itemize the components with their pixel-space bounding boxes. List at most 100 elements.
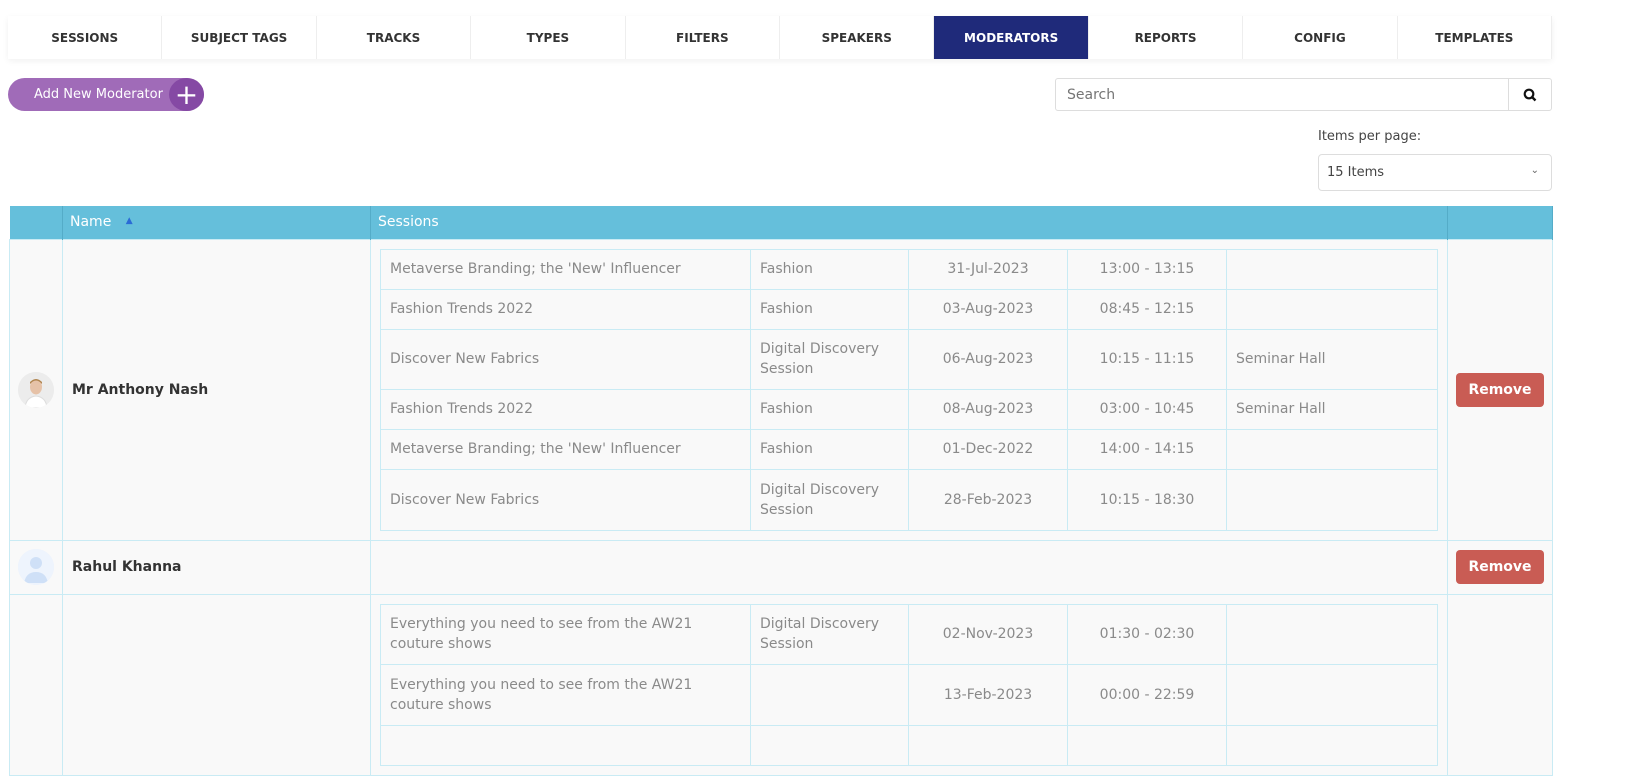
actions-header — [1447, 206, 1553, 239]
tab-templates[interactable]: TEMPLATES — [1397, 16, 1553, 59]
sort-ascending-icon: ▲ — [125, 216, 133, 227]
actions-cell — [1447, 593, 1553, 776]
session-location — [1226, 468, 1438, 531]
session-date: 02-Nov-2023 — [908, 603, 1068, 665]
tab-config[interactable]: CONFIG — [1243, 16, 1398, 59]
table-row: Everything you need to see from the AW21… — [9, 593, 1553, 776]
add-button-label: Add New Moderator — [34, 87, 163, 102]
sessions-table: Everything you need to see from the AW21… — [380, 603, 1438, 766]
table-row: Rahul Khanna Remove — [9, 539, 1553, 595]
avatar-header — [9, 206, 63, 239]
session-location — [1226, 603, 1438, 665]
add-new-moderator-button[interactable]: Add New Moderator + — [8, 78, 204, 111]
sessions-cell — [370, 539, 1448, 595]
actions-cell: Remove — [1447, 238, 1553, 541]
tab-bar: SESSIONS SUBJECT TAGS TRACKS TYPES FILTERS SP… — [8, 16, 1553, 59]
session-time: 03:00 - 10:45 — [1067, 388, 1227, 430]
session-title: Fashion Trends 2022 — [380, 288, 751, 330]
name-header-label: Name — [70, 214, 112, 231]
session-date: 13-Feb-2023 — [908, 663, 1068, 726]
tab-speakers[interactable]: SPEAKERS — [780, 16, 935, 59]
session-date: 08-Aug-2023 — [908, 388, 1068, 430]
search-box — [1055, 78, 1552, 111]
sessions-cell: Everything you need to see from the AW21… — [370, 593, 1448, 776]
moderator-name — [63, 677, 72, 693]
tab-subject-tags[interactable]: SUBJECT TAGS — [162, 16, 317, 59]
session-title: Metaverse Branding; the 'New' Influencer — [380, 428, 751, 470]
session-date: 03-Aug-2023 — [908, 288, 1068, 330]
session-date: 31-Jul-2023 — [908, 248, 1068, 290]
tab-sessions[interactable]: SESSIONS — [8, 16, 163, 59]
moderator-name: Mr Anthony Nash — [72, 381, 209, 398]
session-title: Discover New Fabrics — [380, 328, 751, 390]
session-row: Discover New Fabrics Digital Discovery Se… — [380, 468, 1438, 531]
session-title: Everything you need to see from the AW21… — [380, 663, 751, 726]
name-cell — [62, 593, 371, 776]
chevron-down-icon: ⌄ — [1530, 165, 1539, 176]
session-title: Discover New Fabrics — [380, 468, 751, 531]
session-row: Metaverse Branding; the 'New' Influencer… — [380, 248, 1438, 290]
session-track: Digital Discovery Session — [750, 603, 909, 665]
name-cell: Mr Anthony Nash — [62, 238, 371, 541]
tab-moderators[interactable]: MODERATORS — [934, 16, 1089, 59]
search-button[interactable] — [1508, 79, 1551, 110]
remove-button[interactable]: Remove — [1456, 372, 1544, 407]
session-location: Seminar Hall — [1226, 388, 1438, 430]
items-per-page-select[interactable]: 15 Items ⌄ — [1318, 154, 1552, 191]
session-track: Digital Discovery Session — [750, 328, 909, 390]
session-location: Seminar Hall — [1226, 328, 1438, 390]
session-track: Fashion — [750, 248, 909, 290]
sessions-header: Sessions — [370, 206, 1448, 239]
name-header[interactable]: Name ▲ — [62, 206, 371, 239]
tab-tracks[interactable]: TRACKS — [316, 16, 472, 59]
session-track: Fashion — [750, 288, 909, 330]
session-row: Fashion Trends 2022 Fashion 03-Aug-2023 08:… — [380, 288, 1438, 330]
search-icon — [1523, 88, 1537, 101]
session-track: Digital Discovery Session — [750, 468, 909, 531]
session-track: Fashion — [750, 388, 909, 430]
items-per-page-value: 15 Items — [1327, 165, 1385, 180]
search-input[interactable] — [1056, 79, 1508, 110]
session-location — [1226, 428, 1438, 470]
session-time: 10:15 - 18:30 — [1067, 468, 1227, 531]
moderator-name: Rahul Khanna — [72, 559, 182, 575]
session-location — [1226, 288, 1438, 330]
session-row: Everything you need to see from the AW21… — [380, 603, 1438, 665]
session-row: Metaverse Branding; the 'New' Influencer… — [380, 428, 1438, 470]
session-time: 08:45 - 12:15 — [1067, 288, 1227, 330]
session-time: 14:00 - 14:15 — [1067, 428, 1227, 470]
session-row: Fashion Trends 2022 Fashion 08-Aug-2023 03:… — [380, 388, 1438, 430]
tab-filters[interactable]: FILTERS — [625, 16, 781, 59]
sessions-cell: Metaverse Branding; the 'New' Influencer… — [370, 238, 1448, 541]
tab-types[interactable]: TYPES — [471, 16, 626, 59]
session-title: Everything you need to see from the AW21… — [380, 603, 751, 665]
plus-icon: + — [169, 78, 204, 111]
session-row: Discover New Fabrics Digital Discovery Se… — [380, 328, 1438, 390]
actions-cell: Remove — [1447, 539, 1553, 595]
items-per-page-label: Items per page: — [1318, 129, 1422, 144]
session-row — [380, 724, 1438, 766]
remove-button[interactable]: Remove — [1456, 550, 1544, 584]
session-title: Metaverse Branding; the 'New' Influencer — [380, 248, 751, 290]
session-time: 00:00 - 22:59 — [1067, 663, 1227, 726]
session-date — [908, 724, 1068, 766]
session-date: 01-Dec-2022 — [908, 428, 1068, 470]
avatar — [18, 371, 54, 408]
avatar-cell — [9, 539, 63, 595]
session-title: Fashion Trends 2022 — [380, 388, 751, 430]
session-track — [750, 663, 909, 726]
session-location — [1226, 248, 1438, 290]
name-cell: Rahul Khanna — [62, 539, 371, 595]
session-time: 10:15 - 11:15 — [1067, 328, 1227, 390]
session-date: 06-Aug-2023 — [908, 328, 1068, 390]
session-row: Everything you need to see from the AW21… — [380, 663, 1438, 726]
session-title — [380, 724, 751, 766]
moderators-table: Name ▲ Sessions Mr Anthony Nash Metaverse… — [9, 206, 1553, 776]
tab-reports[interactable]: REPORTS — [1088, 16, 1244, 59]
avatar-cell — [9, 593, 63, 776]
session-location — [1226, 724, 1438, 766]
session-track: Fashion — [750, 428, 909, 470]
avatar — [18, 549, 54, 585]
session-track — [750, 724, 909, 766]
session-time — [1067, 724, 1227, 766]
